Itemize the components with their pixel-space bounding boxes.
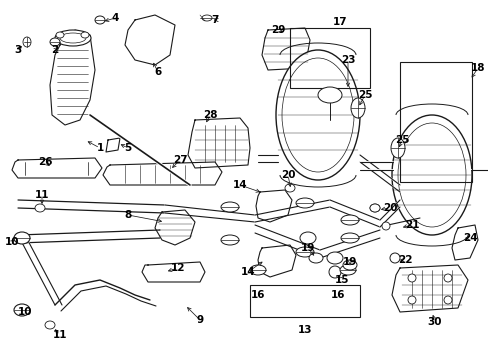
- Ellipse shape: [249, 265, 265, 275]
- Text: 20: 20: [382, 203, 396, 213]
- Ellipse shape: [369, 204, 379, 212]
- Text: 15: 15: [334, 275, 348, 285]
- Ellipse shape: [55, 30, 91, 46]
- Polygon shape: [391, 265, 467, 312]
- Ellipse shape: [326, 252, 342, 264]
- Ellipse shape: [407, 274, 415, 282]
- Text: 7: 7: [211, 15, 218, 25]
- Text: 16: 16: [250, 290, 264, 300]
- Text: 11: 11: [53, 330, 67, 340]
- Text: 20: 20: [280, 170, 295, 180]
- Polygon shape: [155, 210, 195, 245]
- Ellipse shape: [340, 233, 358, 243]
- Polygon shape: [262, 28, 309, 70]
- Ellipse shape: [14, 232, 30, 244]
- Text: 1: 1: [96, 143, 103, 153]
- Polygon shape: [106, 138, 120, 152]
- Text: 19: 19: [300, 243, 315, 253]
- Bar: [289, 28, 369, 88]
- Text: 19: 19: [342, 257, 356, 267]
- Ellipse shape: [202, 15, 212, 21]
- Ellipse shape: [299, 232, 315, 244]
- Text: 4: 4: [111, 13, 119, 23]
- Text: 25: 25: [394, 135, 408, 145]
- Text: 17: 17: [332, 17, 346, 27]
- Ellipse shape: [369, 204, 379, 212]
- Text: 8: 8: [124, 210, 131, 220]
- Ellipse shape: [14, 304, 30, 316]
- Polygon shape: [258, 245, 295, 277]
- Ellipse shape: [23, 37, 31, 47]
- Polygon shape: [12, 158, 102, 178]
- Ellipse shape: [389, 253, 399, 263]
- Bar: [399, 62, 471, 182]
- Ellipse shape: [282, 58, 353, 172]
- Polygon shape: [187, 118, 249, 168]
- Ellipse shape: [328, 266, 340, 278]
- Text: 27: 27: [172, 155, 187, 165]
- Text: 24: 24: [462, 233, 476, 243]
- Text: 13: 13: [297, 325, 312, 335]
- Text: 6: 6: [154, 67, 162, 77]
- Ellipse shape: [390, 138, 404, 158]
- Ellipse shape: [397, 123, 465, 227]
- Text: 11: 11: [35, 190, 49, 200]
- Polygon shape: [142, 262, 204, 282]
- Ellipse shape: [407, 296, 415, 304]
- Text: 9: 9: [196, 315, 203, 325]
- Ellipse shape: [221, 235, 239, 245]
- Polygon shape: [451, 225, 477, 260]
- Ellipse shape: [60, 33, 86, 43]
- Bar: [249, 285, 359, 317]
- Ellipse shape: [45, 321, 55, 329]
- Text: 21: 21: [404, 220, 418, 230]
- Ellipse shape: [295, 198, 313, 208]
- Ellipse shape: [56, 32, 64, 38]
- Text: 14: 14: [240, 267, 255, 277]
- Text: 29: 29: [270, 25, 285, 35]
- Text: 14: 14: [232, 180, 247, 190]
- Text: 16: 16: [330, 290, 345, 300]
- Ellipse shape: [95, 16, 105, 24]
- Ellipse shape: [275, 50, 359, 180]
- Ellipse shape: [340, 215, 358, 225]
- Polygon shape: [103, 162, 222, 185]
- Ellipse shape: [50, 38, 60, 46]
- Ellipse shape: [308, 253, 323, 263]
- Ellipse shape: [35, 204, 45, 212]
- Text: 18: 18: [470, 63, 484, 73]
- Ellipse shape: [391, 115, 471, 235]
- Text: 12: 12: [170, 263, 185, 273]
- Ellipse shape: [339, 265, 355, 275]
- Text: 28: 28: [203, 110, 217, 120]
- Text: 25: 25: [357, 90, 371, 100]
- Ellipse shape: [381, 222, 389, 230]
- Text: 3: 3: [14, 45, 21, 55]
- Ellipse shape: [350, 98, 364, 118]
- Text: 10: 10: [18, 307, 32, 317]
- Ellipse shape: [295, 247, 313, 257]
- Text: 22: 22: [397, 255, 411, 265]
- Text: 2: 2: [51, 45, 59, 55]
- Ellipse shape: [443, 296, 451, 304]
- Text: 26: 26: [38, 157, 52, 167]
- Ellipse shape: [81, 32, 89, 38]
- Polygon shape: [256, 190, 291, 222]
- Ellipse shape: [221, 202, 239, 212]
- Text: 23: 23: [340, 55, 354, 65]
- Text: 30: 30: [427, 317, 441, 327]
- Polygon shape: [125, 15, 175, 65]
- Ellipse shape: [342, 260, 356, 270]
- Text: 10: 10: [5, 237, 19, 247]
- Ellipse shape: [317, 87, 341, 103]
- Text: 5: 5: [124, 143, 131, 153]
- Ellipse shape: [285, 184, 294, 192]
- Ellipse shape: [443, 274, 451, 282]
- Polygon shape: [50, 30, 95, 125]
